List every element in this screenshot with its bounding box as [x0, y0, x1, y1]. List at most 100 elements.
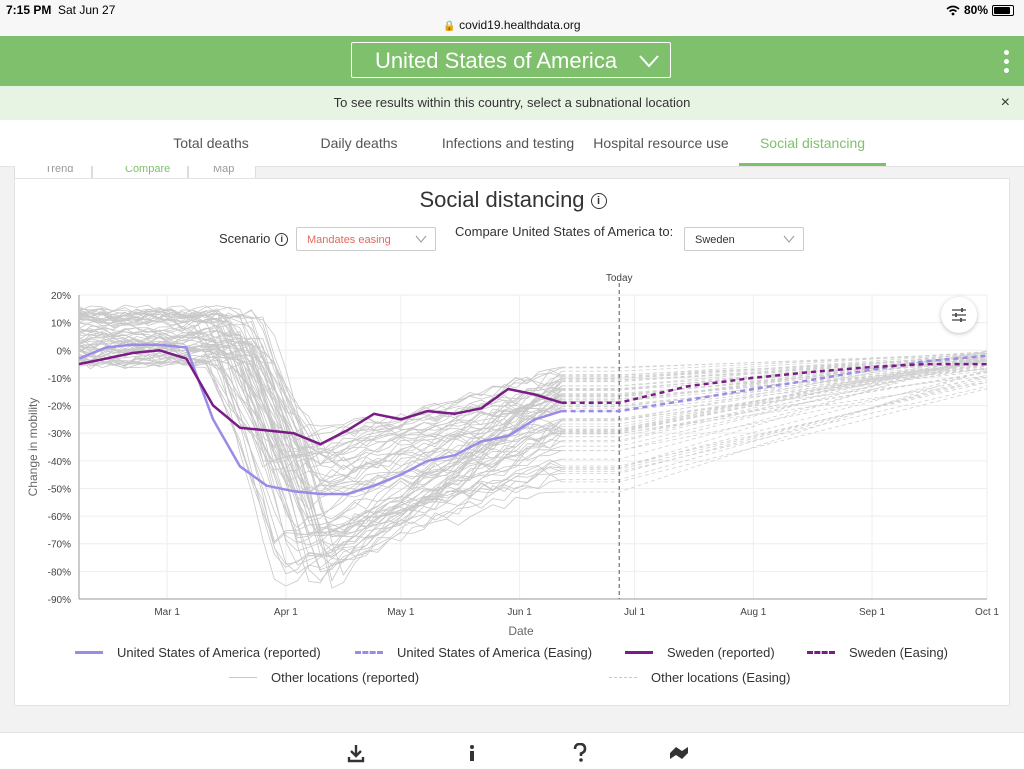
status-time: 7:15 PM: [6, 3, 52, 17]
legend-item[interactable]: Sweden (reported): [625, 645, 775, 660]
other-location-line: [78, 347, 562, 451]
other-location-line: [78, 312, 562, 552]
x-tick-label: Mar 1: [154, 607, 180, 618]
help-icon[interactable]: [570, 743, 590, 763]
subtab-map[interactable]: Map: [188, 166, 256, 178]
address-bar[interactable]: 🔒 covid19.healthdata.org: [0, 18, 1024, 32]
bottom-toolbar: [0, 732, 1024, 769]
legend-swatch: [625, 651, 653, 654]
y-tick-label: 0%: [57, 346, 72, 357]
other-location-easing-line: [561, 353, 988, 431]
download-icon[interactable]: [346, 743, 366, 763]
y-tick-label: 20%: [51, 291, 71, 302]
legend-label: United States of America (Easing): [397, 645, 593, 660]
other-location-line: [78, 344, 562, 522]
tab-hospital-resource-use[interactable]: Hospital resource use: [593, 135, 729, 151]
other-location-easing-line: [561, 386, 988, 472]
legend-label: Other locations (Easing): [651, 670, 791, 685]
other-location-easing-line: [561, 376, 988, 451]
y-tick-label: -80%: [48, 567, 71, 578]
x-tick-label: Jun 1: [507, 607, 532, 618]
other-location-line: [78, 308, 562, 575]
other-location-line: [78, 331, 562, 451]
subtab-trend[interactable]: Trend: [14, 166, 92, 178]
legend-item[interactable]: Other locations (Easing): [609, 670, 790, 685]
x-axis-label: Date: [508, 624, 534, 637]
y-axis-label: Change in mobility: [26, 398, 40, 497]
x-tick-label: Oct 1: [975, 607, 999, 618]
tab-total-deaths[interactable]: Total deaths: [173, 135, 249, 151]
other-location-easing-line: [561, 362, 988, 400]
close-icon[interactable]: ×: [1000, 94, 1010, 111]
compare-country-select[interactable]: Sweden: [684, 227, 804, 251]
chevron-down-icon: [783, 235, 795, 243]
other-location-easing-line: [561, 360, 988, 395]
other-location-line: [78, 353, 562, 483]
other-location-easing-line: [561, 368, 988, 410]
compare-label: Compare United States of America to:: [455, 224, 674, 239]
other-location-easing-line: [561, 358, 988, 381]
y-tick-label: -20%: [48, 402, 71, 413]
card-title: Social distancing i: [15, 187, 1011, 213]
other-location-line: [78, 355, 562, 575]
legend-label: Other locations (reported): [271, 670, 420, 685]
url-text: covid19.healthdata.org: [459, 18, 581, 32]
legend-item[interactable]: United States of America (reported): [75, 645, 321, 660]
y-tick-label: 10%: [51, 319, 71, 330]
other-location-line: [78, 358, 563, 464]
status-date: Sat Jun 27: [58, 3, 116, 17]
notice-text: To see results within this country, sele…: [333, 95, 691, 110]
other-location-line: [78, 352, 562, 571]
other-location-line: [78, 346, 562, 544]
usa-easing-line: [561, 354, 988, 413]
country-select[interactable]: United States of America: [351, 42, 671, 78]
subtab-compare-label: Compare: [125, 166, 171, 175]
x-tick-label: Jul 1: [624, 607, 646, 618]
y-tick-label: -70%: [48, 540, 71, 551]
tab-infections-testing[interactable]: Infections and testing: [441, 135, 575, 151]
other-location-easing-line: [561, 366, 988, 408]
other-location-line: [78, 338, 562, 589]
legend-item[interactable]: Sweden (Easing): [807, 645, 948, 660]
other-location-line: [78, 358, 562, 537]
legend-item[interactable]: Other locations (reported): [229, 670, 419, 685]
view-subtabs: Trend Compare Map: [14, 166, 274, 178]
compare-select-value: Sweden: [695, 234, 735, 246]
other-location-easing-line: [561, 355, 988, 430]
kebab-menu-icon[interactable]: [1004, 50, 1010, 74]
other-location-line: [78, 352, 562, 543]
x-tick-label: Apr 1: [274, 607, 298, 618]
chevron-down-icon: [639, 55, 659, 68]
y-tick-label: -50%: [48, 484, 71, 495]
legend-item[interactable]: United States of America (Easing): [355, 645, 592, 660]
legend-swatch: [229, 677, 257, 678]
battery-percent: 80%: [963, 3, 988, 17]
share-icon[interactable]: [668, 743, 690, 763]
mobility-chart: 20% 10% 0% -10% -20% -30% -40% -50% -60% -70% -80%…: [26, 273, 999, 637]
legend-label: United States of America (reported): [117, 645, 321, 660]
info-icon[interactable]: [462, 743, 482, 763]
other-location-line: [78, 327, 562, 483]
scenario-label: Scenario i: [219, 231, 289, 247]
tab-daily-deaths[interactable]: Daily deaths: [320, 135, 398, 151]
subtab-trend-label: Trend: [45, 166, 74, 175]
other-location-line: [78, 333, 562, 538]
tab-social-distancing[interactable]: Social distancing: [739, 120, 886, 166]
legend-swatch: [609, 677, 637, 678]
subtab-map-label: Map: [213, 166, 235, 175]
info-icon[interactable]: i: [590, 193, 607, 210]
x-tick-label: May 1: [387, 607, 415, 618]
scenario-info-icon[interactable]: i: [275, 233, 289, 247]
subtab-compare[interactable]: Compare: [92, 166, 188, 178]
chart-settings-button[interactable]: [941, 297, 977, 333]
legend-swatch: [75, 651, 103, 654]
other-location-line: [78, 356, 562, 464]
x-tick-label: Aug 1: [740, 607, 767, 618]
status-indicators: 80%: [946, 3, 1014, 17]
other-location-easing-line: [561, 362, 988, 407]
other-location-easing-line: [561, 364, 988, 394]
scenario-select[interactable]: Mandates easing: [296, 227, 436, 251]
battery-icon: [992, 4, 1014, 16]
country-select-value: United States of America: [374, 48, 618, 73]
sliders-icon: [952, 308, 966, 322]
